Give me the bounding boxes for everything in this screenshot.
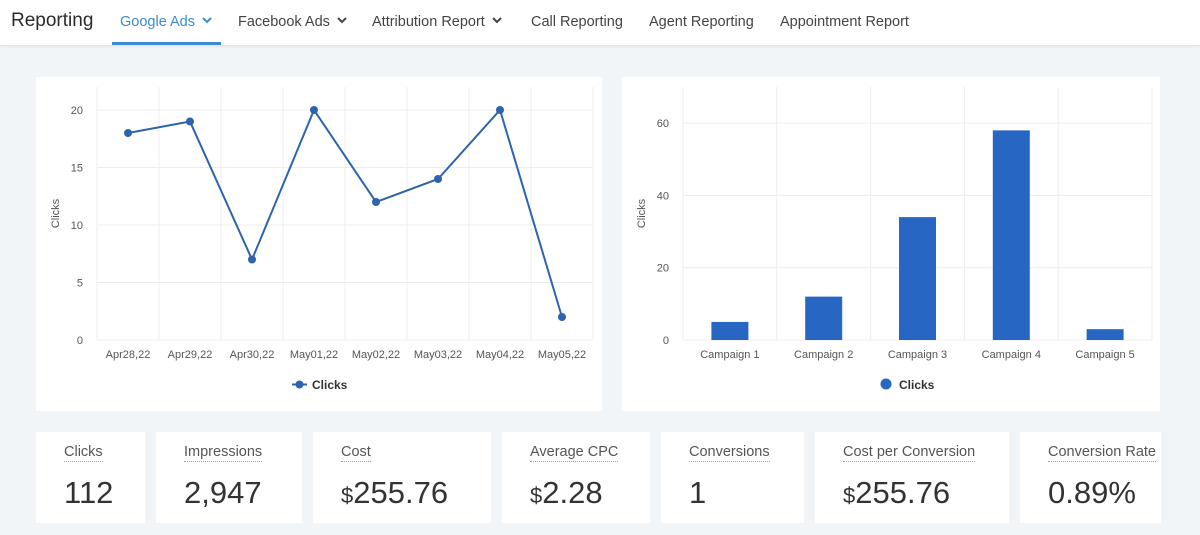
clicks-by-date-line-chart: 0 5 10 15 20 Apr28,22 Apr29,22 Apr30,22 May01,22… (50, 87, 594, 392)
data-point (434, 175, 442, 183)
stat-card-impressions: Impressions 2,947 (156, 432, 302, 523)
x-tick-label: Apr29,22 (168, 349, 213, 361)
stat-label[interactable]: Conversions (689, 444, 770, 462)
bar (899, 217, 936, 340)
data-point (496, 106, 504, 114)
clicks-by-campaign-bar-chart: 0 20 40 60 Campaign 1 Campaign 2 Campaign 3 Cam… (636, 87, 1153, 392)
tab-label: Attribution Report (372, 14, 485, 30)
tab-google-ads[interactable]: Google Ads (120, 14, 212, 30)
stat-value: $255.76 (843, 475, 951, 510)
y-axis-label: Clicks (50, 198, 62, 228)
bar (711, 321, 749, 340)
y-tick-label: 5 (77, 278, 83, 290)
page-title: Reporting (11, 10, 94, 31)
bar-chart-panel: 0 20 40 60 Campaign 1 Campaign 2 Campaign 3 Cam… (622, 77, 1160, 411)
data-point (558, 313, 566, 321)
stat-value: $2.28 (530, 475, 603, 510)
stat-card-cost-per-conversion: Cost per Conversion $255.76 (815, 432, 1009, 523)
tab-label: Facebook Ads (238, 14, 330, 30)
stat-card-average-cpc: Average CPC $2.28 (502, 432, 650, 523)
stat-label[interactable]: Clicks (64, 444, 103, 462)
x-tick-label: Apr30,22 (230, 349, 275, 361)
legend-point-marker (295, 380, 304, 389)
data-point (248, 255, 256, 264)
chevron-down-icon (492, 12, 502, 28)
x-tick-label: May01,22 (290, 349, 338, 361)
stat-card-conversions: Conversions 1 (661, 432, 804, 523)
top-navigation-bar: Reporting Google Ads Facebook Ads Attrib… (0, 0, 1200, 46)
stat-card-conversion-rate: Conversion Rate 0.89% (1020, 432, 1161, 523)
stat-label[interactable]: Cost (341, 444, 371, 462)
tab-label: Call Reporting (531, 14, 623, 30)
bar (805, 296, 843, 340)
line-chart-panel: 0 5 10 15 20 Apr28,22 Apr29,22 Apr30,22 May01,22… (36, 77, 602, 411)
legend-label: Clicks (312, 378, 348, 392)
chevron-down-icon (202, 12, 212, 28)
legend-label: Clicks (899, 378, 935, 392)
active-tab-indicator (112, 42, 221, 45)
stat-label[interactable]: Impressions (184, 444, 263, 462)
tab-label: Appointment Report (780, 14, 909, 30)
x-tick-label: Apr28,22 (106, 349, 151, 361)
chevron-down-icon (337, 12, 347, 28)
x-tick-label: Campaign 1 (700, 349, 759, 361)
tab-agent-reporting[interactable]: Agent Reporting (649, 14, 754, 30)
tab-facebook-ads[interactable]: Facebook Ads (238, 14, 347, 30)
stat-label[interactable]: Cost per Conversion (843, 444, 976, 462)
tab-call-reporting[interactable]: Call Reporting (531, 14, 623, 30)
x-tick-label: Campaign 4 (982, 349, 1041, 361)
x-tick-label: May04,22 (476, 349, 524, 361)
y-tick-label: 0 (77, 335, 83, 347)
x-tick-label: May05,22 (538, 349, 586, 361)
series-line (127, 107, 563, 318)
y-tick-label: 60 (657, 118, 669, 130)
tab-label: Agent Reporting (649, 14, 754, 30)
y-tick-label: 20 (657, 263, 669, 275)
y-tick-label: 20 (71, 105, 83, 117)
stat-label[interactable]: Conversion Rate (1048, 444, 1156, 462)
data-point (186, 117, 194, 126)
y-tick-label: 0 (663, 335, 669, 347)
stat-value: 0.89% (1048, 475, 1136, 510)
stat-value: 112 (64, 475, 114, 510)
stat-value: 1 (689, 475, 707, 510)
y-tick-label: 10 (71, 220, 83, 232)
data-point (310, 106, 318, 114)
tab-label: Google Ads (120, 14, 195, 30)
tab-attribution-report[interactable]: Attribution Report (372, 14, 502, 30)
stat-card-clicks: Clicks 112 (36, 432, 145, 523)
data-point (372, 198, 380, 206)
y-tick-label: 40 (657, 190, 669, 202)
x-tick-label: May02,22 (352, 349, 400, 361)
x-tick-label: Campaign 2 (794, 349, 853, 361)
stat-value: 2,947 (184, 475, 262, 510)
stat-value: $255.76 (341, 475, 449, 510)
y-axis-label: Clicks (636, 198, 648, 228)
bar (1086, 329, 1124, 340)
tab-appointment-report[interactable]: Appointment Report (780, 14, 909, 30)
stat-card-cost: Cost $255.76 (313, 432, 491, 523)
legend-point-marker (880, 378, 892, 390)
bar (992, 130, 1030, 340)
stat-label[interactable]: Average CPC (530, 444, 619, 462)
x-tick-label: May03,22 (414, 349, 462, 361)
x-tick-label: Campaign 5 (1075, 349, 1134, 361)
y-tick-label: 15 (71, 163, 83, 175)
x-tick-label: Campaign 3 (888, 349, 947, 361)
data-point (124, 129, 132, 137)
